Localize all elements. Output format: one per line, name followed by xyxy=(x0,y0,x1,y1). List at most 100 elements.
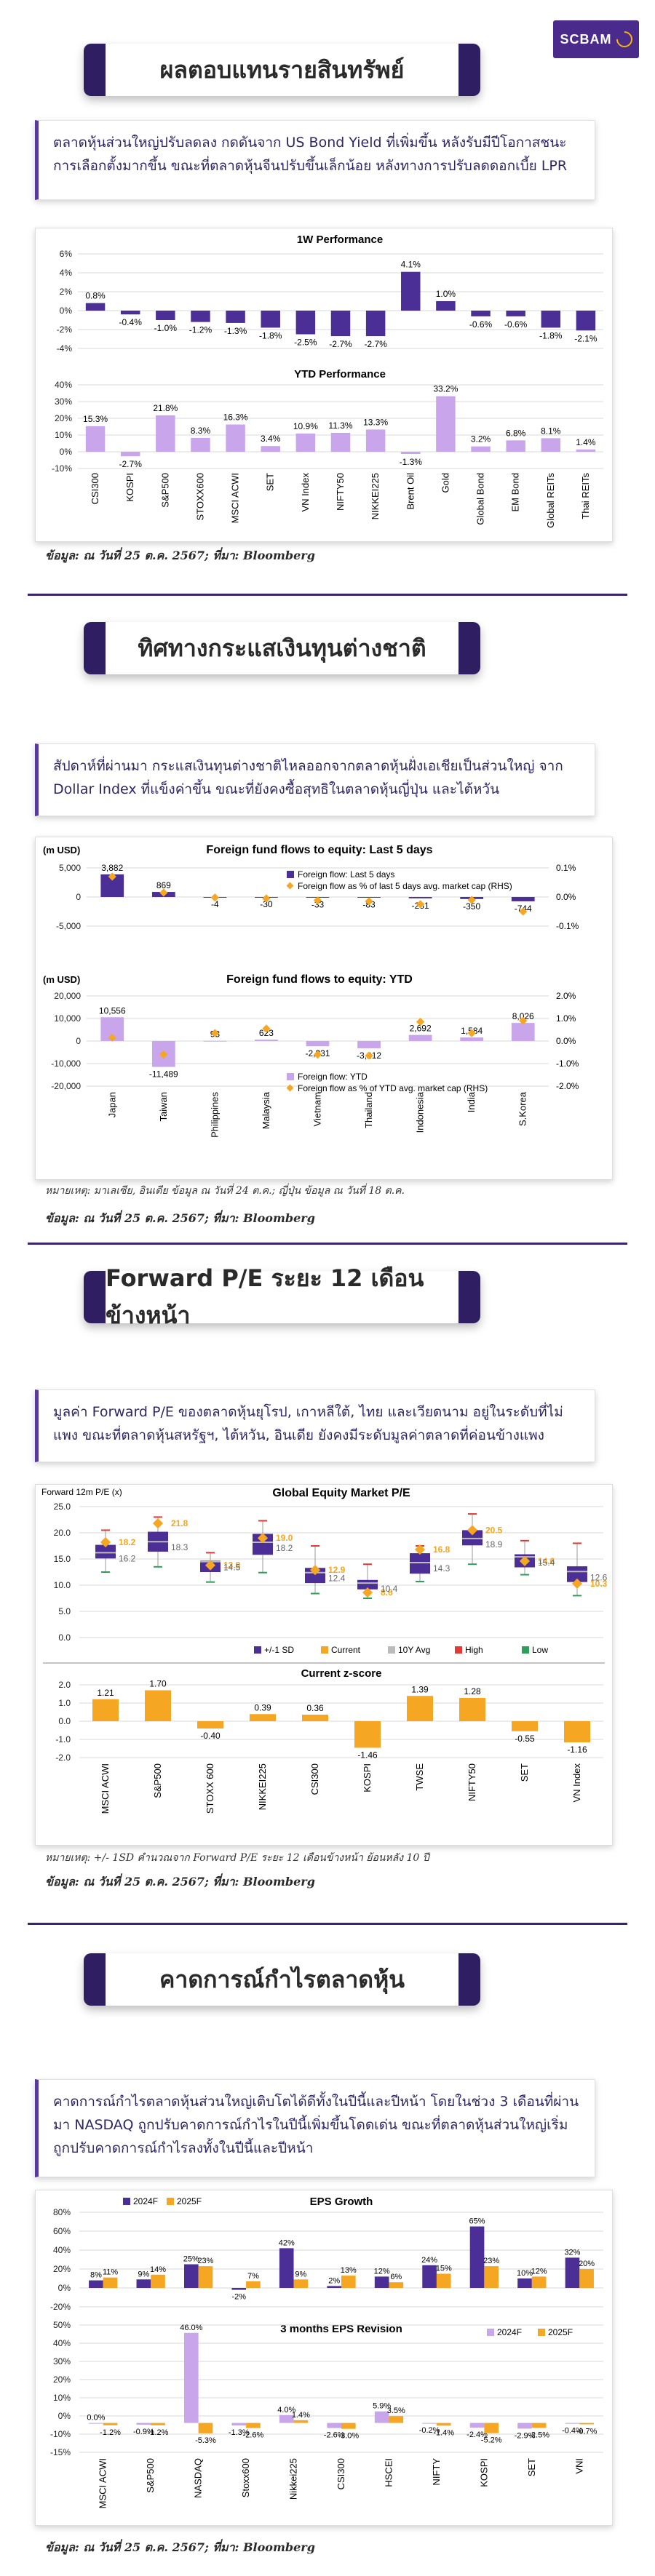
rhs-tick-label: -1.0% xyxy=(556,1058,579,1069)
x-tick-label: Stoxx600 xyxy=(240,2458,251,2497)
bar-eps-growth xyxy=(279,2248,294,2288)
data-label: 11.3% xyxy=(328,420,352,431)
x-tick-label: NIFTY50 xyxy=(335,473,346,511)
data-label: 8% xyxy=(90,2271,102,2280)
data-label: 14% xyxy=(150,2265,166,2274)
data-label: -1.2% xyxy=(100,2428,121,2437)
avg-label: 12.4 xyxy=(328,1574,346,1584)
data-label: -2.7% xyxy=(364,339,387,349)
data-label: 3,882 xyxy=(101,863,123,873)
data-label: -2.5% xyxy=(294,338,317,348)
bar-1w xyxy=(471,311,491,316)
marker-pct-mktcap xyxy=(365,897,373,906)
data-label: 9% xyxy=(138,2270,149,2278)
legend-label: 2024F xyxy=(497,2327,522,2337)
data-label: 12% xyxy=(531,2267,547,2276)
marker-pct-mktcap xyxy=(108,872,116,881)
avg-label: 14.3 xyxy=(433,1563,450,1574)
legend-label: Foreign flow: YTD xyxy=(298,1072,368,1082)
data-label: -1.8% xyxy=(539,330,563,340)
bar-eps-revision xyxy=(136,2423,151,2425)
sd-box xyxy=(567,1566,587,1582)
x-tick-label: NIFTY xyxy=(431,2458,442,2486)
marker-pct-mktcap xyxy=(159,888,168,897)
current-marker xyxy=(519,1555,531,1566)
chart-title: Foreign fund flows to equity: YTD xyxy=(226,973,413,986)
avg-label: 12.6 xyxy=(590,1572,608,1582)
data-label: -0.2% xyxy=(419,2426,440,2435)
bar-eps-growth xyxy=(341,2276,356,2288)
y-tick-label: 5,000 xyxy=(59,863,81,873)
bar-eps-revision xyxy=(531,2423,547,2428)
data-label: -0.9% xyxy=(133,2428,154,2436)
y-tick-label: 5.0 xyxy=(58,1606,71,1616)
flows-footnote: หมายเหตุ: มาเลเซีย, อินเดีย ข้อมูล ณ วัน… xyxy=(45,1185,405,1197)
data-label: -1.4% xyxy=(433,2428,454,2437)
data-label: 5.9% xyxy=(373,2402,391,2411)
data-label: -2.4% xyxy=(467,2431,488,2439)
bar-eps-growth xyxy=(151,2274,165,2288)
bar-zscore xyxy=(302,1715,328,1721)
data-label: -2.6% xyxy=(243,2431,264,2440)
data-label: -1.3% xyxy=(400,457,423,467)
y-tick-label: -1.0 xyxy=(55,1734,71,1744)
x-tick-label: MSCI ACWI xyxy=(98,2458,108,2508)
data-label: 15% xyxy=(436,2265,452,2273)
bar-zscore xyxy=(354,1721,381,1748)
y-tick-label: 30% xyxy=(53,2356,71,2366)
rhs-tick-label: 0.1% xyxy=(556,863,576,873)
rhs-tick-label: 0.0% xyxy=(556,892,576,902)
y-tick-label: 4% xyxy=(60,268,73,278)
data-label: 42% xyxy=(279,2238,295,2247)
bar-eps-growth xyxy=(565,2257,580,2288)
x-tick-label: Taiwan xyxy=(158,1092,169,1121)
y-tick-label: 0% xyxy=(58,2283,71,2293)
bar-ytd xyxy=(156,415,175,452)
data-label: -0.4% xyxy=(562,2427,583,2436)
x-tick-label: Thai REITs xyxy=(580,473,591,519)
data-label: 1.4% xyxy=(292,2411,310,2420)
data-label: 11% xyxy=(103,2268,118,2277)
bar-eps-growth xyxy=(231,2288,247,2290)
bar-eps-growth xyxy=(531,2276,547,2288)
brand-mark-icon xyxy=(612,28,636,51)
legend-label: 2025F xyxy=(548,2327,573,2337)
data-label: 0.0% xyxy=(87,2414,105,2423)
section-summary-earnings-forecast: คาดการณ์กำไรตลาดหุ้นส่วนใหญ่เติบโตได้ดีท… xyxy=(35,2079,595,2177)
current-label: 18.2 xyxy=(119,1537,136,1547)
x-tick-label: Global REITs xyxy=(545,473,556,528)
legend-label: Foreign flow as % of YTD avg. market cap… xyxy=(298,1083,488,1093)
data-label: -2.1% xyxy=(574,333,598,343)
data-label: -4 xyxy=(211,899,219,909)
x-tick-label: MSCI ACWI xyxy=(100,1763,111,1814)
x-tick-label: S&P500 xyxy=(152,1763,163,1798)
data-label: 6.8% xyxy=(506,428,526,438)
bar-1w xyxy=(120,311,140,315)
y-tick-label: 20.0 xyxy=(54,1528,71,1538)
data-label: 3.5% xyxy=(387,2406,405,2415)
bar-zscore xyxy=(407,1696,433,1721)
x-tick-label: KOSPI xyxy=(478,2458,489,2487)
sd-box xyxy=(305,1568,325,1584)
chart-title: 1W Performance xyxy=(297,234,383,246)
y-tick-label: 25.0 xyxy=(54,1502,71,1512)
x-tick-label: Brent Oil xyxy=(405,473,416,510)
x-tick-label: HSCEI xyxy=(383,2458,394,2487)
bar-eps-revision xyxy=(89,2423,103,2424)
section-summary-foreign-flows: สัปดาห์ที่ผ่านมา กระแสเงินทุนต่างชาติไหล… xyxy=(35,743,595,816)
x-tick-label: Indonesia xyxy=(415,1091,426,1133)
data-label: 8,026 xyxy=(512,1011,534,1021)
data-label: 1.28 xyxy=(464,1686,481,1696)
y-tick-label: 20% xyxy=(53,2264,71,2274)
legend-label: +/-1 SD xyxy=(264,1645,294,1655)
x-tick-label: VN Index xyxy=(571,1763,582,1803)
y-tick-label: 2.0 xyxy=(58,1680,71,1690)
bar-eps-revision xyxy=(151,2423,165,2425)
y-tick-label: 30% xyxy=(55,396,72,407)
bar-1w xyxy=(436,301,456,311)
y-tick-label: 1.0 xyxy=(58,1698,71,1708)
bar-eps-growth xyxy=(469,2226,485,2288)
rhs-tick-label: 1.0% xyxy=(556,1013,576,1024)
bar-flow-5d xyxy=(408,897,432,898)
data-label: 16.3% xyxy=(223,412,248,423)
